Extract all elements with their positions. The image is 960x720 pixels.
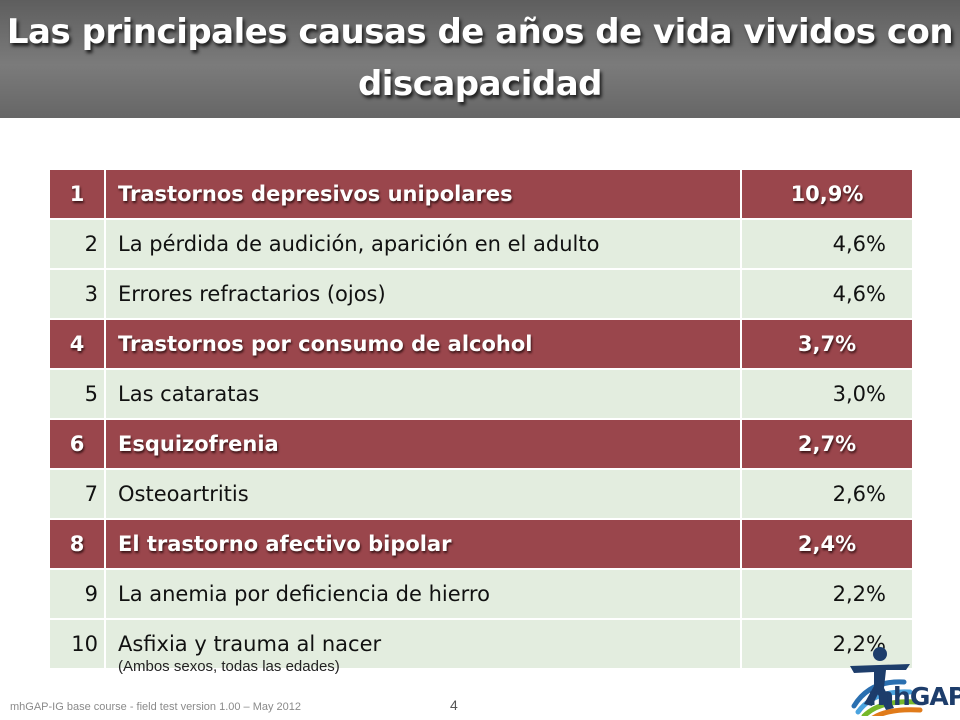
percentage-cell: 3,0% xyxy=(740,368,914,420)
cause-cell: Trastornos por consumo de alcohol xyxy=(104,318,742,370)
percentage-cell: 4,6% xyxy=(740,218,914,270)
table-row: 3 Errores refractarios (ojos) 4,6% xyxy=(48,268,914,320)
rank-cell: 4 xyxy=(48,318,106,370)
percentage-cell: 2,2% xyxy=(740,568,914,620)
causes-table: 1 Trastornos depresivos unipolares 10,9% 2 L… xyxy=(48,168,914,670)
cause-cell: La anemia por deficiencia de hierro xyxy=(104,568,742,620)
cause-cell: Las cataratas xyxy=(104,368,742,420)
table-row: 5 Las cataratas 3,0% xyxy=(48,368,914,420)
table-row: 7 Osteoartritis 2,6% xyxy=(48,468,914,520)
percentage-cell: 2,6% xyxy=(740,468,914,520)
percentage-cell: 4,6% xyxy=(740,268,914,320)
cause-cell: Errores refractarios (ojos) xyxy=(104,268,742,320)
rank-cell: 10 xyxy=(48,618,106,670)
rank-cell: 6 xyxy=(48,418,106,470)
table-row: 1 Trastornos depresivos unipolares 10,9% xyxy=(48,168,914,220)
rank-cell: 5 xyxy=(48,368,106,420)
cause-cell: Trastornos depresivos unipolares xyxy=(104,168,742,220)
population-note: (Ambos sexos, todas las edades) xyxy=(118,658,340,675)
rank-cell: 9 xyxy=(48,568,106,620)
rank-cell: 2 xyxy=(48,218,106,270)
percentage-cell: 2,7% xyxy=(740,418,914,470)
rank-cell: 3 xyxy=(48,268,106,320)
page-number: 4 xyxy=(450,697,458,713)
cause-cell: Osteoartritis xyxy=(104,468,742,520)
mhgap-person-logo-icon xyxy=(850,647,923,716)
cause-cell: El trastorno afectivo bipolar xyxy=(104,518,742,570)
footer-text: mhGAP-IG base course - field test versio… xyxy=(10,701,302,713)
percentage-cell: 3,7% xyxy=(740,318,914,370)
table-row: 6 Esquizofrenia 2,7% xyxy=(48,418,914,470)
title-bar: Las principales causas de años de vida v… xyxy=(0,0,960,118)
cause-cell: Esquizofrenia xyxy=(104,418,742,470)
rank-cell: 1 xyxy=(48,168,106,220)
rank-cell: 8 xyxy=(48,518,106,570)
table-row: 10 Asfixia y trauma al nacer 2,2% xyxy=(48,618,914,670)
table-row: 9 La anemia por deficiencia de hierro 2,2% xyxy=(48,568,914,620)
percentage-cell: 2,4% xyxy=(740,518,914,570)
table-row: 4 Trastornos por consumo de alcohol 3,7% xyxy=(48,318,914,370)
percentage-cell: 2,2% xyxy=(740,618,914,670)
cause-cell: Asfixia y trauma al nacer xyxy=(104,618,742,670)
percentage-cell: 10,9% xyxy=(740,168,914,220)
cause-cell: La pérdida de audición, aparición en el … xyxy=(104,218,742,270)
rank-cell: 7 xyxy=(48,468,106,520)
table-row: 8 El trastorno afectivo bipolar 2,4% xyxy=(48,518,914,570)
slide-title: Las principales causas de años de vida v… xyxy=(6,12,954,104)
table-row: 2 La pérdida de audición, aparición en el… xyxy=(48,218,914,270)
logo-text: mhGAP xyxy=(868,682,960,711)
